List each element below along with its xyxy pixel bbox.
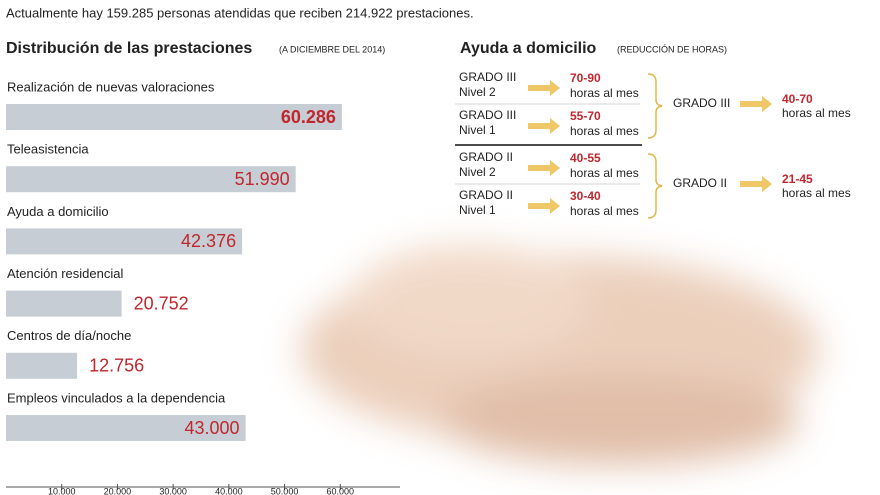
- panel-subtitle: (REDUCCIÓN DE HORAS): [617, 44, 727, 54]
- value-label: 42.376: [181, 231, 236, 251]
- bar: [6, 415, 246, 441]
- level: Nivel 1: [459, 123, 496, 137]
- category-label: Centros de día/noche: [7, 328, 131, 343]
- group-hours-unit: horas al mes: [782, 186, 851, 200]
- category-label: Teleasistencia: [7, 142, 89, 157]
- bar: [6, 352, 78, 379]
- x-tick-label: 20.000: [104, 486, 132, 495]
- x-tick-label: 40.000: [215, 486, 243, 495]
- bar: [6, 104, 342, 130]
- x-tick-label: 50.000: [271, 486, 299, 495]
- arrow: [528, 118, 560, 134]
- hours-unit: horas al mes: [570, 86, 639, 100]
- grade: GRADO II: [459, 150, 513, 164]
- hours-unit: horas al mes: [570, 204, 639, 218]
- value-label: 43.000: [185, 418, 240, 438]
- group-label: GRADO II: [673, 176, 727, 190]
- header: Actualmente hay 159.285 personas atendid…: [6, 5, 474, 20]
- level: Nivel 1: [459, 203, 496, 217]
- arrow: [740, 96, 772, 112]
- bar: [6, 290, 122, 317]
- value-label: 60.286: [281, 107, 336, 127]
- hours: 55-70: [570, 109, 601, 123]
- bar: [6, 228, 243, 255]
- arrow: [528, 80, 560, 96]
- x-tick-label: 30.000: [159, 486, 187, 495]
- category-label: Realización de nuevas valoraciones: [7, 79, 215, 94]
- category-label: Atención residencial: [7, 266, 123, 281]
- hands-illustration: [300, 245, 820, 465]
- grade: GRADO III: [459, 70, 516, 84]
- value-label: 12.756: [89, 356, 144, 376]
- hours: 70-90: [570, 71, 601, 85]
- group-hours: 21-45: [782, 172, 813, 186]
- hours: 30-40: [570, 189, 601, 203]
- panel-title: Ayuda a domicilio: [460, 40, 597, 57]
- value-label: 51.990: [235, 169, 290, 189]
- arrow: [528, 160, 560, 176]
- grade: GRADO III: [459, 108, 516, 122]
- chart-title: Distribución de las prestaciones: [6, 40, 252, 57]
- brace: [647, 73, 663, 139]
- group-label: GRADO III: [673, 96, 730, 110]
- hours: 40-55: [570, 151, 601, 165]
- category-label: Ayuda a domicilio: [7, 204, 109, 219]
- hours-unit: horas al mes: [570, 124, 639, 138]
- x-tick-label: 60.000: [327, 486, 355, 495]
- group-hours: 40-70: [782, 92, 813, 106]
- grade: GRADO II: [459, 188, 513, 202]
- chart-subtitle: (A DICIEMBRE DEL 2014): [279, 44, 385, 54]
- category-label: Empleos vinculados a la dependencia: [7, 390, 226, 405]
- level: Nivel 2: [459, 85, 496, 99]
- level: Nivel 2: [459, 165, 496, 179]
- arrow: [740, 176, 772, 192]
- value-label: 20.752: [134, 293, 189, 313]
- group-hours-unit: horas al mes: [782, 106, 851, 120]
- x-tick-label: 10.000: [48, 486, 76, 495]
- arrow: [528, 198, 560, 214]
- brace: [647, 153, 663, 219]
- hours-unit: horas al mes: [570, 166, 639, 180]
- bar: [6, 166, 296, 193]
